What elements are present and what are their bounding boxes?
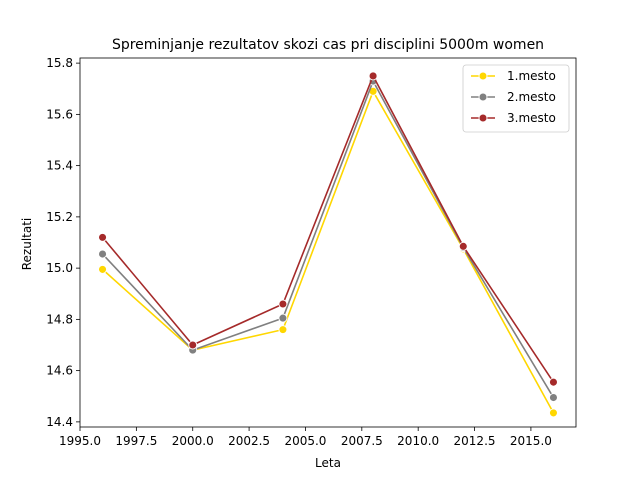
y-tick-label: 14.6 [46,364,73,378]
axes-frame [79,57,577,428]
data-point [98,232,107,242]
x-tick-label: 1995.0 [59,434,101,448]
y-axis-label: Rezultati [20,218,34,271]
y-tick-label: 15.8 [46,56,73,70]
series-group [98,71,558,418]
legend-marker [478,113,488,123]
data-point [278,313,288,323]
legend-entry: 2.mesto [471,90,556,104]
x-tick-label: 2015.0 [510,434,552,448]
x-tick-label: 2007.5 [341,434,383,448]
y-tick-label: 15.0 [46,261,73,275]
data-point [549,377,558,387]
legend-marker [478,92,488,102]
series-line [102,89,555,414]
data-point [98,249,107,259]
data-point [278,325,288,335]
y-tick-label: 15.6 [46,107,73,121]
data-point [368,71,378,81]
series-1 [98,86,558,418]
y-tick-label: 14.8 [46,312,73,326]
data-point [458,241,468,251]
y-tick-label: 15.4 [46,159,73,173]
data-point [98,264,107,274]
data-point [188,340,198,350]
data-point [549,408,558,418]
series-line [101,79,555,398]
series-line [101,74,555,383]
legend-box [462,64,570,133]
series-3 [98,71,558,387]
legend-label: 3.mesto [507,111,556,125]
x-tick-label: 1997.5 [115,434,157,448]
legend-label: 1.mesto [507,69,556,83]
y-tick-label: 15.2 [46,210,73,224]
legend-label: 2.mesto [507,90,556,104]
data-point [278,299,288,309]
legend-entry: 1.mesto [471,69,556,83]
legend: 1.mesto 2.mesto 3.mesto [462,64,570,133]
x-axis: 1995.0 1997.5 2000.0 2002.5 2005.0 2007.5 2010… [59,427,552,448]
x-tick-label: 2000.0 [172,434,214,448]
plot-area [79,57,577,428]
x-tick-label: 2005.0 [284,434,326,448]
legend-marker [478,71,488,81]
legend-entry: 3.mesto [471,111,556,125]
x-axis-label: Leta [315,456,341,470]
x-tick-label: 2012.5 [454,434,496,448]
chart-title: Spreminjanje rezultatov skozi cas pri di… [112,37,544,53]
x-tick-label: 2010.0 [397,434,439,448]
data-point [549,393,558,402]
y-axis: 14.4 14.6 14.8 15.0 15.2 15.4 15.6 15.8 [46,56,80,429]
x-tick-label: 2002.5 [228,434,270,448]
y-tick-label: 14.4 [46,415,73,429]
